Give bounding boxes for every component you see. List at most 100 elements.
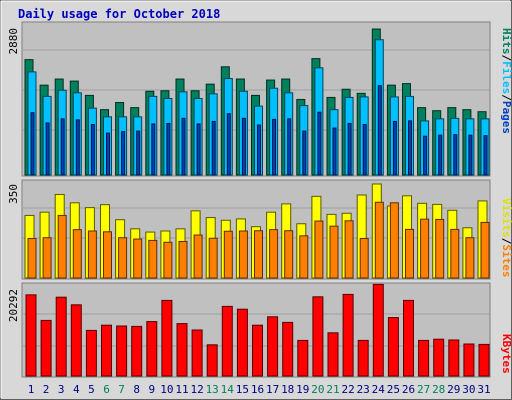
pages-bar bbox=[60, 118, 65, 176]
sites-bar bbox=[27, 238, 37, 279]
sites-bar bbox=[118, 237, 128, 279]
kbytes-ymax-label: 20292 bbox=[7, 289, 20, 322]
day-label: 1 bbox=[28, 383, 35, 396]
day-label: 13 bbox=[206, 383, 219, 396]
sites-bar bbox=[238, 230, 248, 279]
day-label: 15 bbox=[236, 383, 249, 396]
pages-bar bbox=[211, 120, 216, 176]
sites-bar bbox=[405, 228, 414, 279]
sites-bar bbox=[299, 235, 309, 279]
sites-bar bbox=[42, 237, 52, 279]
kbytes-bar bbox=[191, 329, 203, 377]
sites-bar bbox=[148, 239, 158, 279]
sites-bar bbox=[465, 237, 475, 279]
day-label: 28 bbox=[432, 383, 445, 396]
sites-bar bbox=[329, 225, 339, 279]
kbytes-bar bbox=[267, 316, 279, 377]
hits-ymax-label: 2880 bbox=[7, 28, 20, 55]
day-label: 27 bbox=[417, 383, 430, 396]
pages-bar bbox=[75, 119, 80, 176]
day-label: 7 bbox=[118, 383, 125, 396]
kbytes-bar bbox=[40, 319, 52, 377]
pages-bar bbox=[438, 134, 443, 176]
day-label: 10 bbox=[160, 383, 173, 396]
pages-bar bbox=[45, 122, 50, 176]
sites-bar bbox=[254, 230, 263, 279]
pages-bar bbox=[347, 122, 352, 176]
sites-bar bbox=[269, 229, 279, 279]
kbytes-bar bbox=[478, 343, 490, 377]
day-label: 4 bbox=[73, 383, 80, 396]
pages-bar bbox=[30, 112, 35, 176]
kbytes-bar bbox=[101, 324, 112, 377]
kbytes-bar bbox=[357, 339, 369, 377]
kbytes-bar bbox=[146, 321, 158, 377]
pages-bar bbox=[166, 122, 171, 176]
pages-bar bbox=[332, 127, 337, 176]
chart-title: Daily usage for October 2018 bbox=[18, 7, 220, 21]
bars-layer bbox=[24, 28, 490, 377]
sites-bar bbox=[284, 230, 294, 279]
day-labels: 1 2 3 4 5 6 7 8 9 10 11 12 13 14 15 16 17 18 19 20 21 22 23 24 2… bbox=[28, 383, 491, 396]
day-label: 24 bbox=[372, 383, 386, 396]
pages-bar bbox=[453, 134, 458, 176]
sites-bar bbox=[57, 214, 67, 279]
day-label: 20 bbox=[311, 383, 324, 396]
kbytes-bar bbox=[161, 299, 173, 377]
day-label: 22 bbox=[341, 383, 354, 396]
legend-kbytes-label: KBytes bbox=[500, 334, 512, 374]
legend-files: Files bbox=[500, 61, 512, 94]
day-label: 9 bbox=[148, 383, 155, 396]
sites-bar bbox=[359, 238, 369, 279]
visits-ymax-label: 350 bbox=[7, 184, 20, 204]
legend-sep-1: / bbox=[500, 55, 512, 62]
kbytes-bar bbox=[116, 325, 128, 377]
day-label: 11 bbox=[175, 383, 188, 396]
kbytes-bar bbox=[418, 339, 430, 377]
sites-bar bbox=[178, 240, 188, 279]
day-label: 6 bbox=[103, 383, 110, 396]
sites-bar bbox=[163, 241, 173, 279]
pages-bar bbox=[90, 123, 95, 176]
day-label: 23 bbox=[357, 383, 370, 396]
kbytes-bar bbox=[327, 332, 339, 377]
day-label: 12 bbox=[190, 383, 203, 396]
legend-visits-sites: Visits/Sites bbox=[500, 198, 512, 278]
pages-bar bbox=[408, 120, 412, 176]
sites-bar bbox=[450, 228, 460, 279]
kbytes-bar bbox=[282, 321, 294, 377]
kbytes-bar bbox=[85, 329, 97, 377]
sites-bar bbox=[133, 238, 143, 279]
pages-bar bbox=[272, 118, 277, 176]
sites-bar bbox=[193, 234, 203, 279]
day-label: 29 bbox=[447, 383, 460, 396]
kbytes-bar bbox=[372, 283, 384, 377]
sites-bar bbox=[480, 221, 490, 279]
day-label: 8 bbox=[133, 383, 140, 396]
sites-bar bbox=[420, 218, 430, 279]
sites-bar bbox=[374, 201, 384, 279]
kbytes-bar bbox=[448, 339, 460, 377]
day-label: 17 bbox=[266, 383, 279, 396]
kbytes-bar bbox=[387, 317, 399, 377]
pages-bar bbox=[317, 111, 322, 176]
kbytes-bar bbox=[25, 294, 37, 377]
sites-bar bbox=[344, 220, 354, 279]
day-label: 26 bbox=[402, 383, 415, 396]
day-label: 21 bbox=[326, 383, 339, 396]
pages-bar bbox=[241, 117, 246, 176]
legend-pages: Pages bbox=[500, 101, 512, 134]
kbytes-bar bbox=[433, 338, 445, 377]
pages-bar bbox=[468, 134, 473, 176]
pages-bar bbox=[151, 123, 156, 176]
day-label: 30 bbox=[462, 383, 475, 396]
day-label: 31 bbox=[477, 383, 490, 396]
day-label: 14 bbox=[221, 383, 235, 396]
pages-bar bbox=[226, 113, 231, 176]
sites-bar bbox=[223, 230, 233, 279]
legend-kbytes: KBytes bbox=[500, 334, 512, 374]
legend-hits: Hits bbox=[500, 28, 512, 55]
day-label: 19 bbox=[296, 383, 309, 396]
kbytes-bar bbox=[55, 296, 67, 377]
